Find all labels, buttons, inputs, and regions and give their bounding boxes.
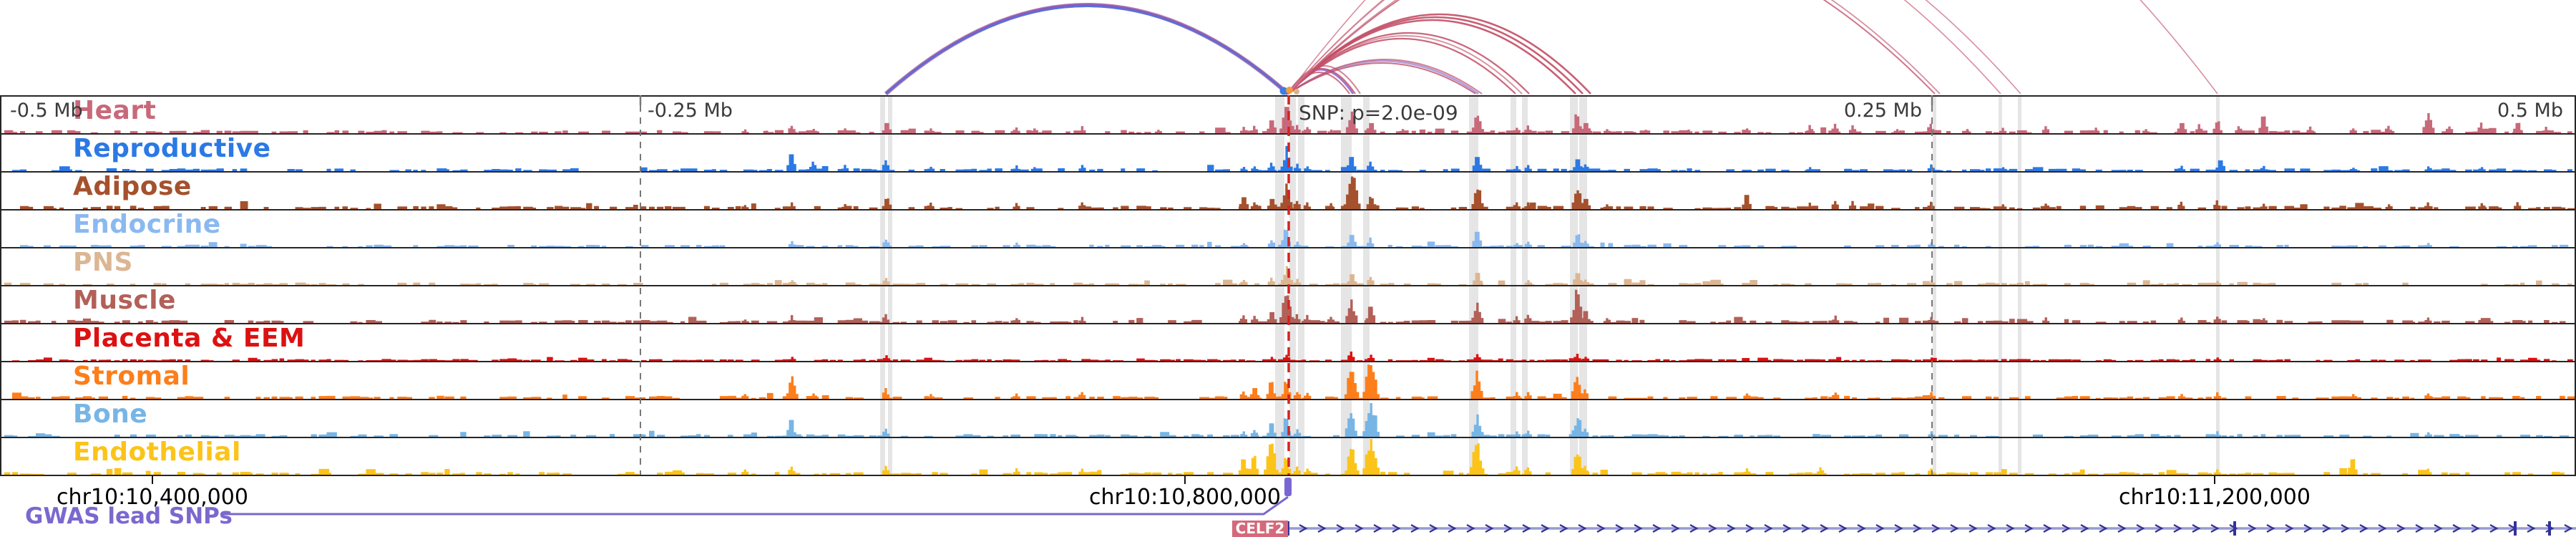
interaction-arcs: [884, 0, 2218, 95]
signal-placenta: [11, 352, 2573, 361]
interaction-arc: [1287, 19, 1576, 95]
signal-muscle: [4, 289, 2566, 323]
track-label-pns: PNS: [73, 248, 133, 277]
axis-tick: [2214, 476, 2215, 484]
track-row-pns: PNS: [1, 247, 2575, 285]
interaction-arc: [1287, 0, 2001, 95]
track-row-heart: Heart: [1, 95, 2575, 133]
ruler-label-0: -0.5 Mb: [10, 100, 83, 122]
arc-anchor-dot: [1279, 87, 1288, 95]
gene-strand-chevrons: [1299, 523, 2573, 533]
axis-label-0: chr10:10,400,000: [57, 485, 248, 510]
arc-anchor-dot: [1286, 87, 1293, 94]
gene-label: CELF2: [1232, 521, 1288, 537]
interaction-arc: [1287, 62, 1476, 95]
interaction-arc: [1287, 0, 1936, 95]
interaction-arc: [1287, 59, 1483, 95]
gene-exon: [2514, 521, 2517, 536]
gene-exon: [2233, 521, 2236, 536]
track-row-stromal: Stromal: [1, 361, 2575, 399]
gene-exon: [2548, 521, 2551, 536]
track-row-bone: Bone: [1, 399, 2575, 437]
axis-label-2: chr10:11,200,000: [2119, 485, 2311, 510]
gwas-connector-line: [220, 495, 1289, 516]
interaction-arc: [1287, 32, 1530, 95]
interaction-arc: [1287, 13, 1591, 95]
ruler-label-1: -0.25 Mb: [648, 100, 733, 122]
lead-snp-label: SNP: p=2.0e-09: [1299, 101, 1458, 125]
gwas-snp-tick: [1284, 478, 1292, 496]
ruler-label-2: 0.25 Mb: [1843, 100, 1922, 122]
signal-endocrine: [19, 229, 2569, 247]
gwas-lead-snps-label: GWAS lead SNPs: [25, 503, 233, 529]
track-label-heart: Heart: [73, 96, 157, 125]
signal-reproductive: [11, 145, 2572, 171]
interaction-arc: [1287, 0, 2021, 95]
track-row-muscle: Muscle: [1, 285, 2575, 323]
interaction-arc: [1287, 0, 1941, 95]
tracks-panel: Heart Reproductive Adipose Endocrine PNS Musc…: [0, 95, 2576, 476]
track-label-adipose: Adipose: [73, 172, 192, 201]
signal-adipose: [19, 176, 2575, 209]
track-row-endocrine: Endocrine: [1, 209, 2575, 247]
track-label-endocrine: Endocrine: [73, 210, 221, 239]
axis-tick: [152, 476, 153, 484]
track-row-adipose: Adipose: [1, 171, 2575, 209]
track-row-endothelial: Endothelial: [1, 437, 2575, 475]
signal-endothelial: [4, 439, 2565, 475]
interaction-arc: [1287, 16, 1584, 95]
interaction-arc: [885, 6, 1289, 95]
gene-exon: [1287, 521, 1289, 536]
signal-heart: [4, 107, 2572, 133]
ruler-label-3: 0.5 Mb: [2497, 100, 2563, 122]
signal-stromal: [11, 364, 2575, 399]
track-row-placenta: Placenta & EEM: [1, 323, 2575, 361]
signal-pns: [4, 266, 2572, 285]
signal-bone: [4, 403, 2570, 437]
axis-label-1: chr10:10,800,000: [1089, 485, 1281, 510]
track-label-endothelial: Endothelial: [73, 437, 241, 467]
track-rows: Heart Reproductive Adipose Endocrine PNS Musc…: [1, 95, 2575, 475]
track-label-stromal: Stromal: [73, 362, 190, 391]
bottom-annotation-layer: [152, 476, 2576, 536]
track-label-reproductive: Reproductive: [73, 134, 271, 163]
interaction-arc: [1287, 38, 1516, 95]
track-label-bone: Bone: [73, 400, 148, 429]
track-row-reproductive: Reproductive: [1, 133, 2575, 171]
track-label-muscle: Muscle: [73, 286, 176, 315]
arc-anchor-dot: [1294, 89, 1299, 95]
track-label-placenta: Placenta & EEM: [73, 324, 306, 353]
axis-tick: [1184, 476, 1186, 484]
